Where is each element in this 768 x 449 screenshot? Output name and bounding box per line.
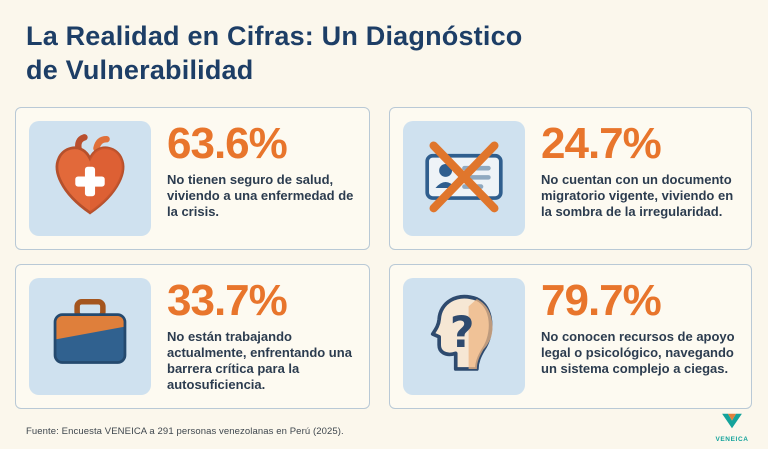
crossed-document-icon xyxy=(418,130,510,227)
icon-box xyxy=(29,278,151,395)
stat-description: No cuentan con un documento migratorio v… xyxy=(541,172,734,219)
veneica-logo-text: VENEICA xyxy=(715,436,749,443)
svg-text:?: ? xyxy=(450,308,475,357)
stat-card-document: 24.7% No cuentan con un documento migrat… xyxy=(389,107,752,250)
head-question-icon: ? xyxy=(418,288,510,385)
stat-percent: 24.7% xyxy=(541,119,662,168)
heart-health-icon xyxy=(44,130,136,227)
page-title-line1: La Realidad en Cifras: Un Diagnóstico xyxy=(26,21,523,51)
stat-percent: 79.7% xyxy=(541,276,662,325)
stat-card-health: 63.6% No tienen seguro de salud, viviend… xyxy=(15,107,370,250)
stat-description: No están trabajando actualmente, enfrent… xyxy=(167,329,352,392)
stat-percent: 33.7% xyxy=(167,276,288,325)
icon-box xyxy=(29,121,151,236)
briefcase-icon xyxy=(44,288,136,385)
icon-box xyxy=(403,121,525,236)
stat-card-support: ? 79.7% No conocen recursos de apoyo leg… xyxy=(389,264,752,409)
stat-description: No conocen recursos de apoyo legal o psi… xyxy=(541,329,735,376)
veneica-logo-icon xyxy=(720,412,744,435)
page-title-line2: de Vulnerabilidad xyxy=(26,54,254,85)
veneica-logo: VENEICA xyxy=(708,412,756,443)
stat-description: No tienen seguro de salud, viviendo a un… xyxy=(167,172,354,219)
source-note: Fuente: Encuesta VENEICA a 291 personas … xyxy=(26,426,344,437)
icon-box: ? xyxy=(403,278,525,395)
stat-card-employment: 33.7% No están trabajando actualmente, e… xyxy=(15,264,370,409)
page-title: La Realidad en Cifras: Un Diagnóstico de… xyxy=(26,20,523,88)
stat-percent: 63.6% xyxy=(167,119,288,168)
